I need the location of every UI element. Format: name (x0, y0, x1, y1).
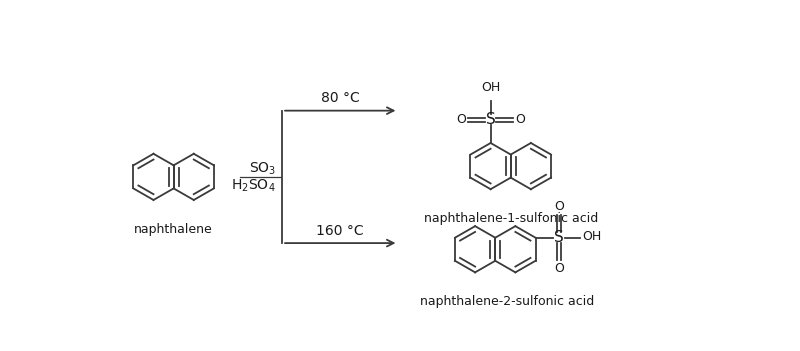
Text: S: S (486, 112, 495, 127)
Text: OH: OH (582, 230, 602, 243)
Text: naphthalene-2-sulfonic acid: naphthalene-2-sulfonic acid (420, 296, 594, 309)
Text: naphthalene: naphthalene (134, 223, 213, 236)
Text: O: O (554, 200, 564, 213)
Text: naphthalene-1-sulfonic acid: naphthalene-1-sulfonic acid (424, 212, 598, 225)
Text: O: O (456, 113, 466, 126)
Text: O: O (515, 113, 526, 126)
Text: H$_2$SO$_4$: H$_2$SO$_4$ (231, 178, 276, 194)
Text: O: O (554, 262, 564, 275)
Text: OH: OH (481, 81, 500, 94)
Text: 80 °C: 80 °C (321, 91, 360, 105)
Text: S: S (554, 230, 564, 245)
Text: 160 °C: 160 °C (317, 224, 364, 238)
Text: SO$_3$: SO$_3$ (249, 161, 276, 177)
